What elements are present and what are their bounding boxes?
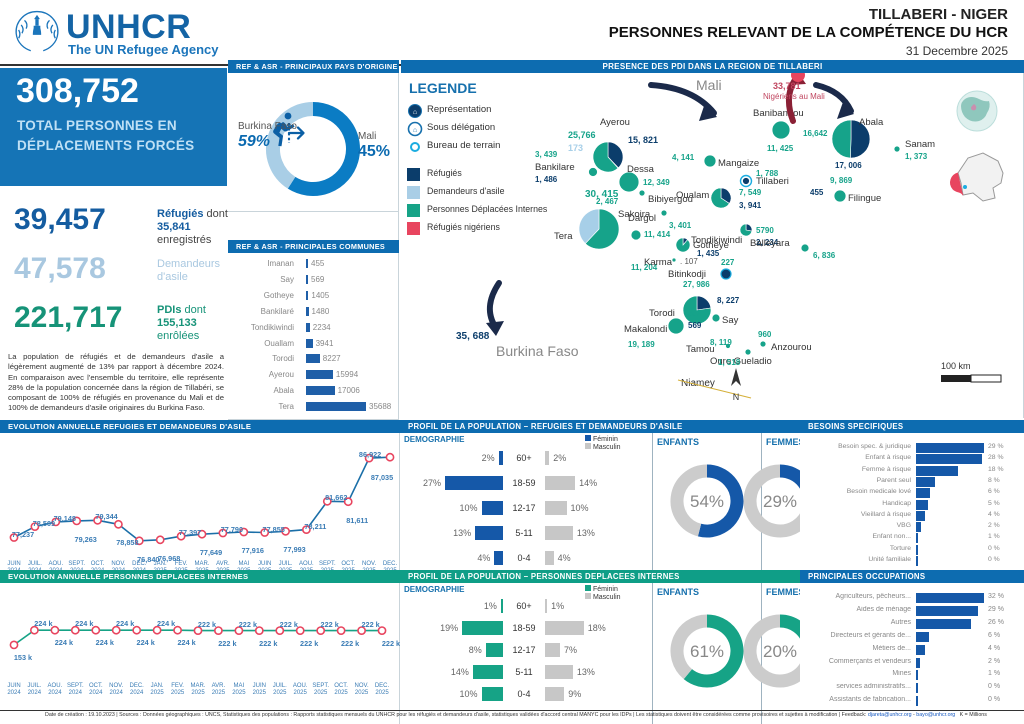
svg-text:54%: 54% xyxy=(690,492,724,511)
svg-text:N: N xyxy=(733,392,740,402)
svg-text:29%: 29% xyxy=(763,492,797,511)
svg-text:20%: 20% xyxy=(763,642,797,661)
svg-text:61%: 61% xyxy=(690,642,724,661)
